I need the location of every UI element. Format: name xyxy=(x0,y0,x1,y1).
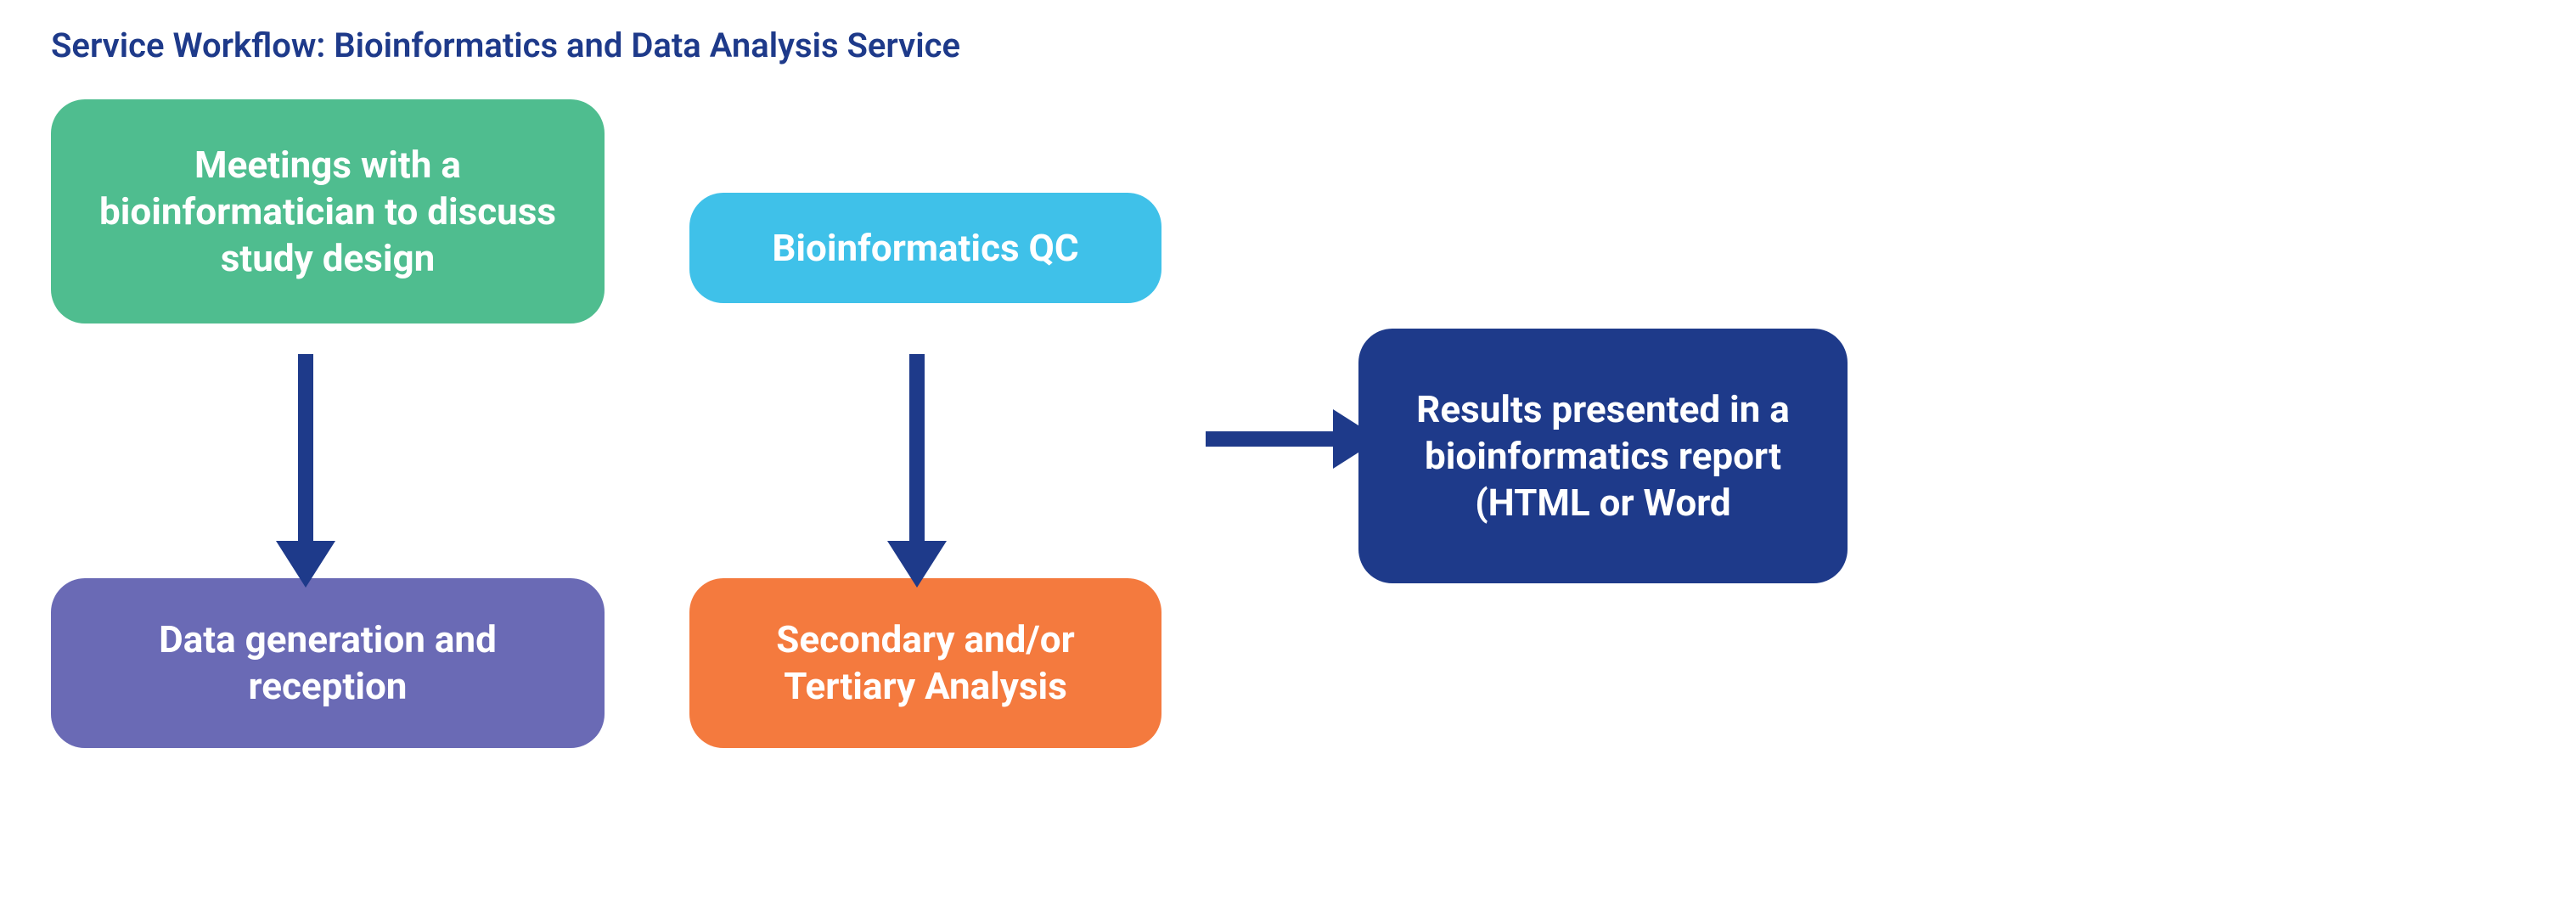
node-datagen: Data generation and reception xyxy=(51,578,605,748)
node-label: Meetings with a bioinformatician to disc… xyxy=(85,142,571,282)
node-label: Bioinformatics QC xyxy=(772,225,1078,272)
flowchart-canvas: Meetings with a bioinformatician to disc… xyxy=(51,99,2525,847)
node-label: Results presented in a bioinformatics re… xyxy=(1392,386,1814,526)
arrow-right-1 xyxy=(1206,401,1380,477)
node-results: Results presented in a bioinformatics re… xyxy=(1358,329,1848,583)
node-secondary: Secondary and/or Tertiary Analysis xyxy=(689,578,1161,748)
node-label: Secondary and/or Tertiary Analysis xyxy=(723,616,1128,710)
node-qc: Bioinformatics QC xyxy=(689,193,1161,303)
node-label: Data generation and reception xyxy=(85,616,571,710)
node-meetings: Meetings with a bioinformatician to disc… xyxy=(51,99,605,323)
diagram-title: Service Workflow: Bioinformatics and Dat… xyxy=(51,25,2525,65)
arrow-down-2 xyxy=(879,354,955,588)
arrow-down-1 xyxy=(267,354,344,588)
